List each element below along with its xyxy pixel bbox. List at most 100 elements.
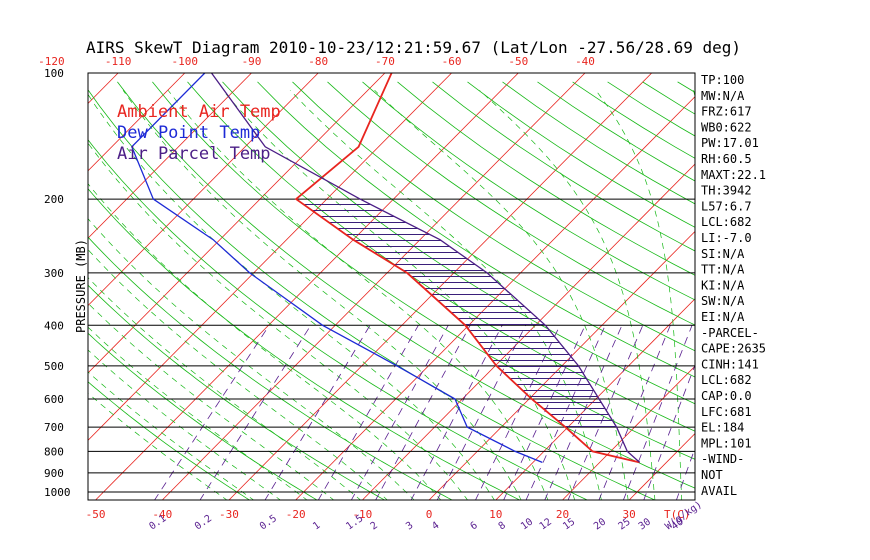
pressure-tick-label: 700 (44, 421, 64, 434)
mixing-ratio-line (676, 447, 695, 500)
grid-lines (88, 73, 870, 501)
index-label: L57:6.7 (701, 199, 752, 213)
top-temp-tick-label: -100 (172, 55, 199, 68)
moist-adiabat-line (479, 90, 656, 500)
pressure-tick-label: 500 (44, 360, 64, 373)
mixing-ratio-line (375, 325, 471, 500)
bottom-temp-tick-label: -40 (152, 508, 172, 521)
pressure-tick-label: 900 (44, 467, 64, 480)
index-label: LI:-7.0 (701, 231, 752, 245)
isotherm-line (88, 73, 252, 239)
dry-adiabat-line (88, 332, 318, 500)
index-label: TT:N/A (701, 263, 745, 277)
dry-adiabat-line (88, 236, 453, 500)
isotherm-line (495, 298, 695, 500)
isotherm-line (562, 365, 695, 500)
index-label: LCL:682 (701, 373, 752, 387)
top-temp-tick-label: -80 (308, 55, 328, 68)
dry-adiabat-line (117, 81, 695, 489)
mixing-ratio-tick-label: 3 (404, 520, 415, 532)
mixing-ratio-line (598, 325, 671, 500)
index-label: PW:17.01 (701, 136, 759, 150)
moist-adiabat-line (374, 90, 629, 500)
isotherm-line (88, 73, 319, 307)
y-axis-label: PRESSURE (MB) (74, 239, 88, 333)
chart-title: AIRS SkewT Diagram 2010-10-23/12:21:59.6… (86, 38, 741, 57)
dew-point-temp-line (131, 73, 543, 464)
isotherm-line (88, 73, 186, 172)
top-temp-tick-label: -50 (508, 55, 528, 68)
pressure-tick-label: 200 (44, 193, 64, 206)
top-temp-tick-label: -120 (38, 55, 65, 68)
dry-adiabat-line (292, 81, 695, 352)
isotherm-line (88, 73, 452, 441)
dry-adiabat-line (783, 82, 870, 501)
isotherm-line (95, 73, 519, 500)
moist-adiabat-line (88, 142, 468, 500)
legend: Ambient Air Temp Dew Point Temp Air Parc… (117, 102, 281, 164)
index-label: CINH:141 (701, 357, 759, 371)
dry-adiabat-line (432, 81, 695, 252)
mixing-ratio-line (436, 325, 527, 500)
dry-adiabat-line (88, 188, 521, 500)
pressure-tick-label: 800 (44, 445, 64, 458)
moist-adiabat-line (88, 302, 335, 500)
pressure-tick-label: 1000 (44, 486, 71, 499)
index-label: EL:184 (701, 421, 744, 435)
pressure-tick-label: 100 (44, 67, 64, 80)
mixing-ratio-tick-label: 4 (430, 520, 441, 532)
index-label: KI:N/A (701, 278, 745, 292)
isotherm-line (428, 230, 695, 500)
mixing-ratio-tick-label: 0.2 (193, 513, 214, 532)
pressure-tick-label: 300 (44, 267, 64, 280)
mixing-ratio-line (544, 325, 623, 500)
dry-adiabat-line (362, 81, 695, 301)
isotherm-line (362, 163, 695, 500)
mixing-ratio-line (199, 325, 312, 500)
index-label: MPL:101 (701, 436, 752, 450)
index-label: TP:100 (701, 73, 744, 87)
mixing-ratio-tick-label: 8 (497, 520, 508, 532)
mixing-ratio-line (503, 325, 586, 500)
isotherm-line (88, 73, 386, 374)
ambient-air-temp-line (294, 73, 640, 464)
plot-frame (87, 72, 696, 501)
top-temp-tick-label: -110 (105, 55, 132, 68)
bottom-temp-tick-label: 20 (556, 508, 569, 521)
index-label: LCL:682 (701, 215, 752, 229)
top-temp-tick-label: -60 (442, 55, 462, 68)
bottom-temp-tick-label: -20 (286, 508, 306, 521)
top-temp-tick-label: -70 (375, 55, 395, 68)
dry-adiabat-line (88, 381, 251, 500)
mixing-ratio-tick-label: 2 (369, 520, 380, 532)
index-label: EI:N/A (701, 310, 745, 324)
moist-adiabat-line (88, 349, 281, 500)
index-label: RH:60.5 (701, 152, 752, 166)
bottom-temp-tick-label: 10 (489, 508, 502, 521)
mixing-ratio-line (350, 325, 449, 500)
index-label: NOT (701, 468, 723, 482)
mixing-ratio-line (525, 325, 606, 500)
legend-dewpoint: Dew Point Temp (117, 123, 260, 143)
index-label: SW:N/A (701, 294, 745, 308)
mixing-ratio-tick-label: 10 (519, 517, 535, 533)
isotherm-line (763, 73, 870, 500)
dry-adiabat-line (222, 81, 695, 405)
legend-parcel: Air Parcel Temp (117, 144, 271, 164)
bottom-temp-tick-label: -30 (219, 508, 239, 521)
index-label: MAXT:22.1 (701, 168, 766, 182)
mixing-ratio-line (475, 325, 561, 500)
index-label: WB0:622 (701, 120, 752, 134)
dry-adiabat-line (327, 81, 695, 326)
index-label: MW:N/A (701, 89, 745, 103)
index-label: AVAIL (701, 484, 737, 498)
mixing-ratio-tick-label: 6 (469, 520, 480, 532)
index-label: FRZ:617 (701, 105, 752, 119)
bottom-temp-tick-label: -10 (352, 508, 372, 521)
mixing-ratio-line (622, 325, 693, 500)
dry-adiabat-line (748, 82, 870, 501)
bottom-temp-tick-label: 30 (623, 508, 636, 521)
moist-adiabat-line (88, 277, 361, 500)
